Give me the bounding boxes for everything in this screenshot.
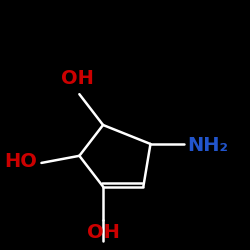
Text: OH: OH [60,69,94,88]
Text: HO: HO [4,152,37,171]
Text: OH: OH [86,222,120,242]
Text: NH₂: NH₂ [187,136,228,155]
